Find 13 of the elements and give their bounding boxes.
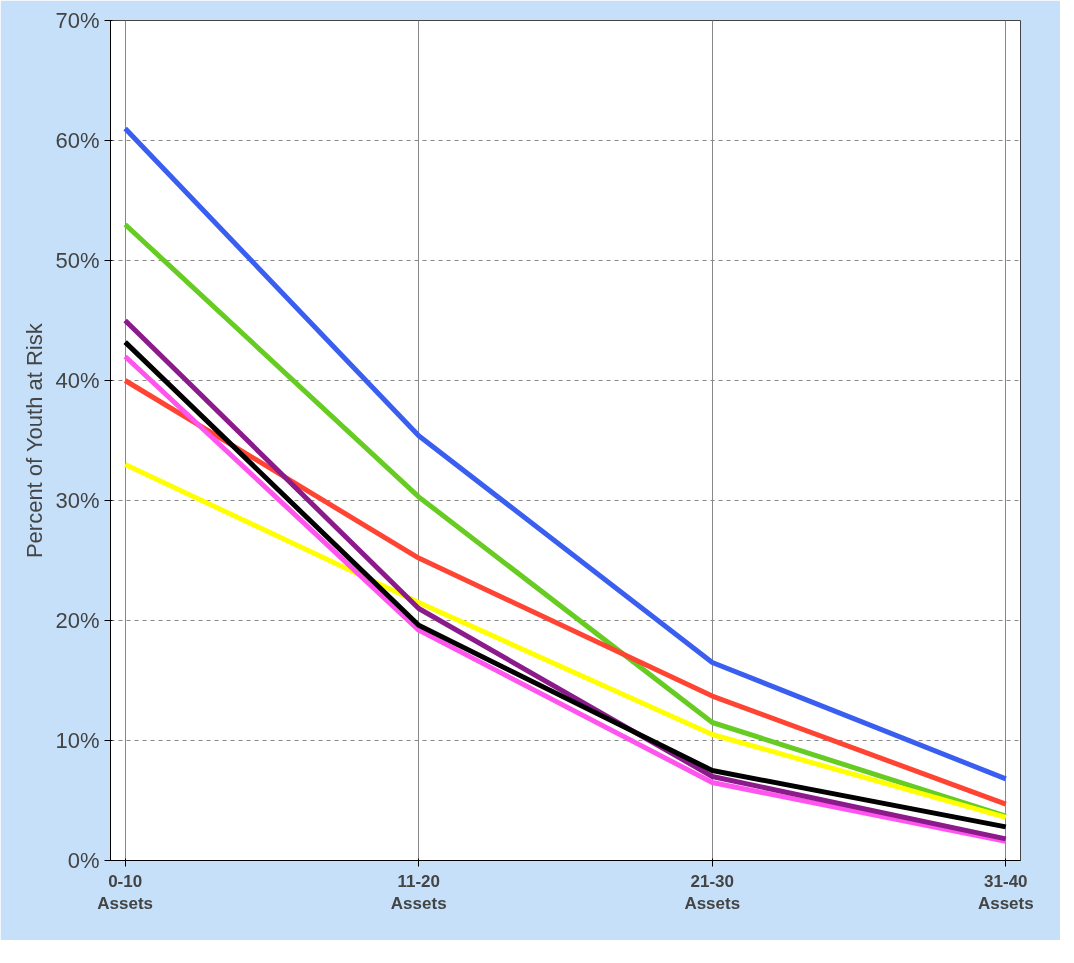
y-tick-label: 50% xyxy=(55,248,100,273)
y-tick-label: 30% xyxy=(55,488,100,513)
y-tick-label: 40% xyxy=(55,368,100,393)
x-tick-label: 31-40 Assets xyxy=(977,871,1034,914)
y-tick-label: 70% xyxy=(55,8,100,33)
y-tick-label: 60% xyxy=(55,128,100,153)
y-tick-label: 0% xyxy=(67,848,100,873)
x-tick-label: 21-30 Assets xyxy=(684,871,741,914)
y-axis-title: Percent of Youth at Risk xyxy=(22,322,48,559)
y-tick-label: 20% xyxy=(55,608,100,633)
x-tick-label: 11-20 Assets xyxy=(390,871,447,914)
y-tick-label: 10% xyxy=(55,728,100,753)
x-tick-label: 0-10 Assets xyxy=(97,871,154,914)
